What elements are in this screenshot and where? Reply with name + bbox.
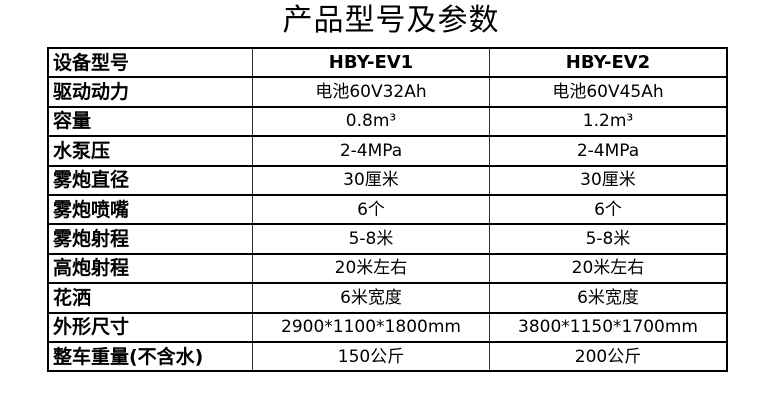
row-label: 外形尺寸 (47, 312, 253, 343)
row-label: 雾炮喷嘴 (47, 194, 253, 225)
page-title: 产品型号及参数 (282, 3, 500, 38)
table-row: 雾炮喷嘴 6个 6个 (47, 194, 728, 225)
table-row: 高炮射程 20米左右 20米左右 (47, 253, 728, 284)
row-label: 花洒 (47, 282, 253, 314)
row-label: 雾炮直径 (47, 165, 253, 196)
row-label: 驱动动力 (47, 76, 253, 108)
table-row: 雾炮射程 5-8米 5-8米 (47, 223, 728, 255)
row-label: 高炮射程 (47, 253, 253, 284)
cell-ev1: 电池60V32Ah (252, 76, 490, 108)
cell-ev1: 6米宽度 (252, 282, 490, 314)
cell-ev2: HBY-EV2 (489, 47, 728, 78)
cell-ev2: 5-8米 (489, 223, 728, 255)
cell-ev2: 200公斤 (489, 341, 728, 372)
table-row: 花洒 6米宽度 6米宽度 (47, 282, 728, 314)
spec-table: 设备型号 HBY-EV1 HBY-EV2 驱动动力 电池60V32Ah 电池60V45Ah… (47, 47, 728, 373)
cell-ev1: 2-4MPa (252, 135, 490, 167)
row-label: 整车重量(不含水) (47, 341, 253, 372)
row-label: 容量 (47, 106, 253, 137)
cell-ev2: 3800*1150*1700mm (489, 312, 728, 343)
cell-ev2: 6米宽度 (489, 282, 728, 314)
cell-ev2: 1.2m³ (489, 106, 728, 137)
cell-ev1: 150公斤 (252, 341, 490, 372)
cell-ev2: 30厘米 (489, 165, 728, 196)
table-row: 水泵压 2-4MPa 2-4MPa (47, 135, 728, 167)
table-row: 整车重量(不含水) 150公斤 200公斤 (47, 341, 728, 372)
table-row: 容量 0.8m³ 1.2m³ (47, 106, 728, 137)
cell-ev2: 20米左右 (489, 253, 728, 284)
table-header-row: 设备型号 HBY-EV1 HBY-EV2 (47, 47, 728, 78)
row-label: 水泵压 (47, 135, 253, 167)
cell-ev2: 2-4MPa (489, 135, 728, 167)
cell-ev1: 30厘米 (252, 165, 490, 196)
cell-ev2: 6个 (489, 194, 728, 225)
table-row: 外形尺寸 2900*1100*1800mm 3800*1150*1700mm (47, 312, 728, 343)
cell-ev1: 0.8m³ (252, 106, 490, 137)
cell-ev1: 2900*1100*1800mm (252, 312, 490, 343)
cell-ev1: HBY-EV1 (252, 47, 490, 78)
cell-ev1: 20米左右 (252, 253, 490, 284)
row-label: 设备型号 (47, 47, 253, 78)
cell-ev1: 6个 (252, 194, 490, 225)
cell-ev1: 5-8米 (252, 223, 490, 255)
table-row: 雾炮直径 30厘米 30厘米 (47, 165, 728, 196)
row-label: 雾炮射程 (47, 223, 253, 255)
table-row: 驱动动力 电池60V32Ah 电池60V45Ah (47, 76, 728, 108)
cell-ev2: 电池60V45Ah (489, 76, 728, 108)
